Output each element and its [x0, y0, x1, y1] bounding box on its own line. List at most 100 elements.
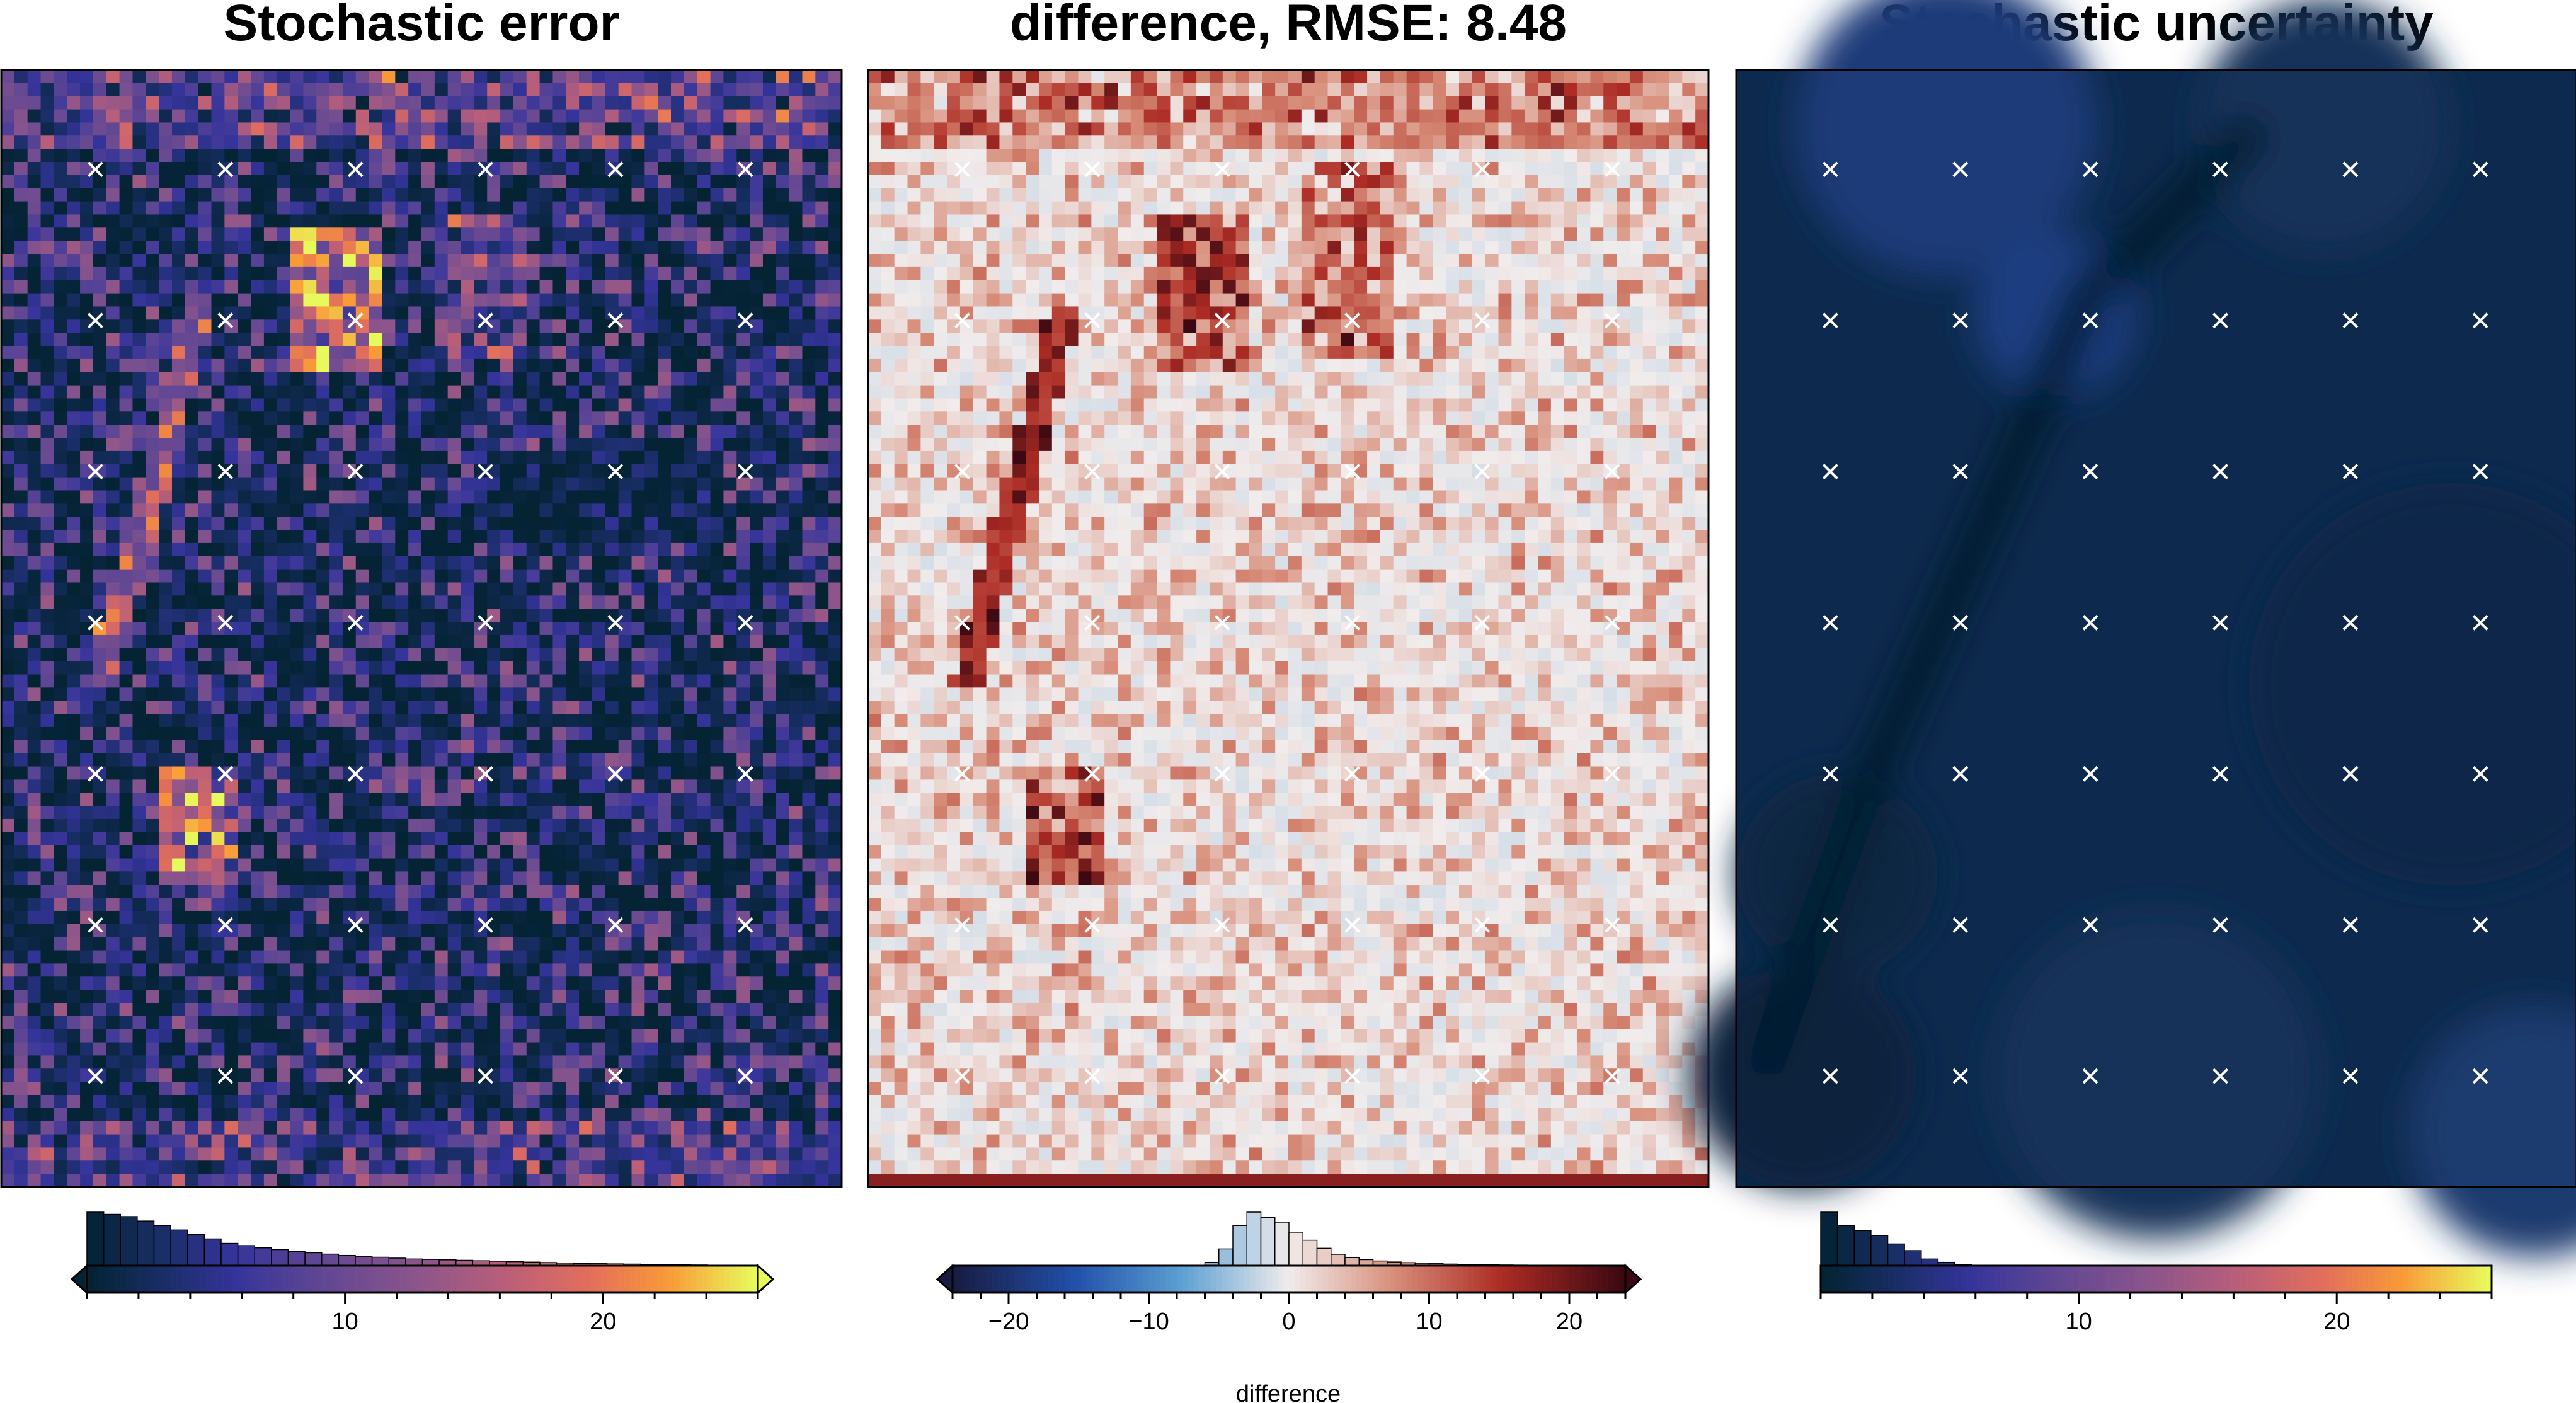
heat-cell	[566, 687, 580, 701]
heat-cell	[566, 937, 580, 951]
heat-cell	[211, 634, 225, 649]
heat-cell	[14, 149, 28, 163]
heat-cell	[579, 346, 593, 360]
heat-cell	[592, 924, 606, 938]
heat-cell	[14, 425, 28, 438]
heat-cell	[251, 740, 265, 754]
heat-cell	[224, 898, 238, 912]
heat-cell	[631, 976, 645, 990]
heat-cell	[684, 517, 698, 530]
heat-cell	[723, 162, 737, 176]
heat-cell	[815, 963, 829, 977]
heat-cell	[146, 464, 159, 478]
heat-cell	[355, 149, 370, 163]
heat-cell	[579, 149, 593, 163]
heat-cell	[93, 976, 107, 990]
heat-cell	[552, 556, 566, 570]
heat-cell	[552, 687, 566, 701]
heat-cell	[605, 1055, 619, 1069]
heat-cell	[500, 898, 514, 912]
heat-cell	[789, 1029, 803, 1043]
heat-cell	[171, 503, 186, 517]
heat-cell	[618, 280, 633, 294]
heat-cell	[54, 109, 67, 123]
heat-cell	[815, 832, 829, 846]
heat-cell	[355, 346, 370, 360]
heat-cell	[776, 201, 790, 215]
heat-cell	[815, 135, 829, 149]
heat-cell	[500, 714, 514, 728]
heat-cell	[159, 950, 173, 964]
heat-cell	[119, 266, 134, 281]
heat-cell	[776, 871, 790, 885]
heat-cell	[290, 530, 304, 544]
heat-cell	[618, 542, 633, 557]
heat-cell	[815, 477, 829, 491]
heat-cell	[40, 1068, 54, 1082]
heat-cell	[762, 582, 777, 596]
heat-cell	[789, 135, 803, 149]
heat-cell	[815, 241, 829, 255]
heat-cell	[369, 910, 383, 925]
heat-cell	[146, 214, 159, 228]
heat-cell	[93, 871, 107, 885]
heat-cell	[159, 990, 173, 1004]
heat-cell	[723, 450, 737, 465]
heat-cell	[277, 714, 291, 728]
heat-cell	[789, 1042, 803, 1057]
heat-cell	[552, 503, 566, 517]
heat-cell	[277, 1068, 291, 1082]
heat-cell	[461, 950, 474, 964]
heat-cell	[776, 569, 790, 583]
heat-cell	[474, 687, 488, 701]
heat-cell	[119, 241, 134, 255]
heat-cell	[684, 319, 698, 333]
heat-cell	[382, 109, 396, 123]
heat-cell	[303, 503, 317, 517]
heat-cell	[14, 83, 28, 97]
heat-cell	[566, 661, 580, 675]
heat-cell	[658, 910, 672, 925]
heat-cell	[579, 398, 593, 412]
heat-cell	[513, 832, 527, 846]
heat-cell	[119, 726, 134, 741]
heat-cell	[290, 122, 304, 136]
heat-cell	[27, 950, 42, 964]
heat-cell	[408, 1082, 422, 1096]
heat-cell	[618, 122, 633, 136]
heat-cell	[447, 162, 462, 176]
heat-cell	[369, 1068, 383, 1082]
heat-cell	[159, 871, 173, 885]
heat-cell	[408, 333, 422, 346]
heat-cell	[658, 149, 672, 163]
heat-cell	[303, 306, 317, 320]
heat-cell	[723, 740, 737, 754]
heat-cell	[198, 503, 212, 517]
heat-cell	[342, 411, 357, 425]
heat-cell	[93, 1029, 107, 1043]
heat-cell	[750, 175, 764, 189]
heat-cell	[382, 714, 396, 728]
heat-cell	[605, 858, 619, 872]
heat-cell	[224, 438, 238, 452]
heat-cell	[303, 963, 317, 977]
heat-cell	[552, 280, 566, 294]
heat-cell	[631, 227, 645, 241]
heat-cell	[251, 595, 265, 609]
heat-cell	[736, 227, 750, 241]
heat-cell	[303, 227, 317, 241]
heat-cell	[171, 517, 186, 530]
heat-cell	[644, 1082, 658, 1096]
heat-cell	[447, 1042, 462, 1057]
heat-cell	[802, 450, 816, 465]
heat-cell	[14, 595, 28, 609]
heat-cell	[382, 1055, 396, 1069]
heat-cell	[303, 214, 317, 228]
heat-cell	[67, 438, 81, 452]
heat-cell	[40, 714, 54, 728]
heat-cell	[605, 595, 619, 609]
heat-cell	[329, 333, 343, 346]
heat-cell	[263, 753, 278, 767]
heat-cell	[290, 542, 304, 557]
heat-cell	[1, 517, 15, 530]
